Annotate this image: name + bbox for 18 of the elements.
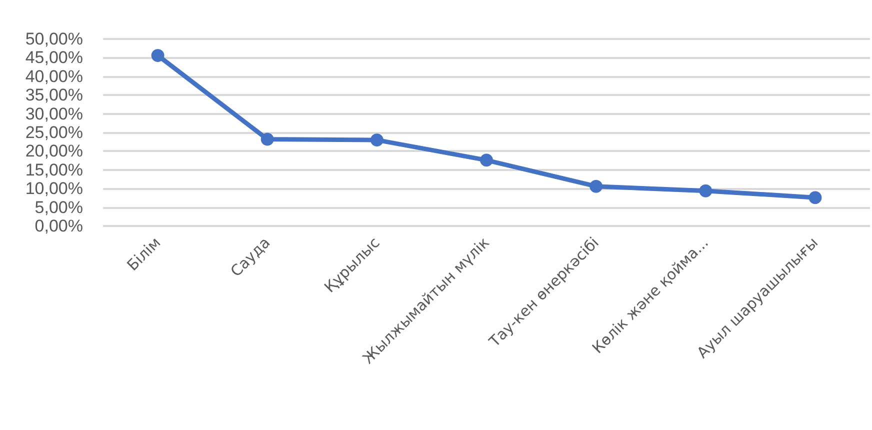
y-tick-label: 25,00% <box>25 123 83 142</box>
point <box>370 133 384 146</box>
y-tick-label: 40,00% <box>25 66 83 86</box>
point <box>590 180 603 193</box>
y-tick-label: 20,00% <box>25 142 83 161</box>
y-tick-label: 0,00% <box>34 216 83 236</box>
point <box>808 191 822 204</box>
y-tick-label: 10,00% <box>25 179 83 198</box>
y-tick-label: 45,00% <box>25 48 83 68</box>
y-tick-label: 30,00% <box>25 104 83 124</box>
point <box>151 48 164 62</box>
y-tick-label: 35,00% <box>25 86 83 105</box>
y-tick-label: 15,00% <box>25 160 83 180</box>
y-tick-label: 50,00% <box>25 30 83 48</box>
y-tick-label: 5,00% <box>34 198 83 217</box>
point <box>260 132 274 146</box>
point <box>699 184 712 198</box>
point <box>480 154 493 167</box>
